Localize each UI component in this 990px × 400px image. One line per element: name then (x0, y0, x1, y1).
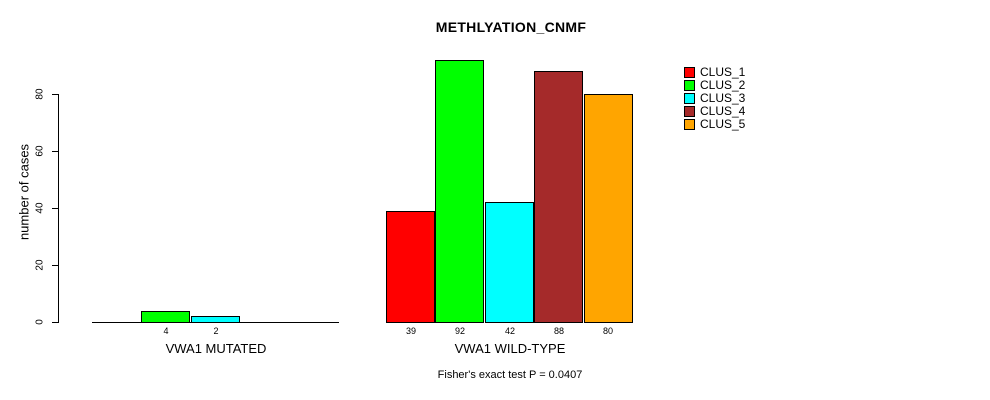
bar-value-label: 92 (454, 326, 466, 336)
chart-title: METHLYATION_CNMF (435, 19, 587, 35)
y-tick-mark (52, 151, 58, 152)
bar-value-label: 88 (553, 326, 565, 336)
y-tick-label: 80 (34, 88, 46, 100)
legend-item-clus-4: CLUS_4 (684, 105, 745, 118)
y-tick-mark (52, 94, 58, 95)
legend-swatch-clus-3 (684, 93, 695, 104)
fisher-test-annotation: Fisher's exact test P = 0.0407 (437, 369, 583, 381)
legend-label: CLUS_5 (700, 117, 746, 131)
bar-value-label: 2 (213, 326, 219, 336)
y-tick-mark (52, 265, 58, 266)
bar-value-label: 39 (405, 326, 417, 336)
legend-label: CLUS_1 (700, 65, 746, 79)
bar-clus-2-vwa1-wild-type (435, 60, 484, 323)
legend-item-clus-1: CLUS_1 (684, 66, 745, 79)
y-tick-label: 60 (34, 145, 46, 157)
bar-clus-5-vwa1-wild-type (584, 94, 633, 323)
legend-item-clus-2: CLUS_2 (684, 79, 745, 92)
bar-clus-3-vwa1-mutated (191, 316, 240, 323)
bar-value-label: 42 (504, 326, 516, 336)
bar-value-label: 80 (602, 326, 614, 336)
bar-clus-2-vwa1-mutated (141, 311, 190, 323)
y-axis-line (58, 94, 59, 323)
bar-value-label: 4 (163, 326, 169, 336)
legend-swatch-clus-1 (684, 67, 695, 78)
legend-item-clus-3: CLUS_3 (684, 92, 745, 105)
legend-swatch-clus-5 (684, 119, 695, 130)
legend-swatch-clus-4 (684, 106, 695, 117)
legend-label: CLUS_2 (700, 78, 746, 92)
group-label-mutated: VWA1 MUTATED (165, 341, 267, 356)
legend-label: CLUS_4 (700, 104, 746, 118)
y-tick-mark (52, 322, 58, 323)
y-axis-label: number of cases (16, 143, 32, 241)
legend-item-clus-5: CLUS_5 (684, 118, 745, 131)
y-tick-label: 40 (34, 202, 46, 214)
y-tick-mark (52, 208, 58, 209)
y-tick-label: 0 (34, 319, 46, 325)
bar-clus-3-vwa1-wild-type (485, 202, 534, 323)
group-label-wild-type: VWA1 WILD-TYPE (454, 341, 566, 356)
legend-label: CLUS_3 (700, 91, 746, 105)
bar-clus-1-vwa1-wild-type (386, 211, 435, 323)
legend-swatch-clus-2 (684, 80, 695, 91)
bar-clus-4-vwa1-wild-type (534, 71, 583, 323)
y-tick-label: 20 (34, 259, 46, 271)
